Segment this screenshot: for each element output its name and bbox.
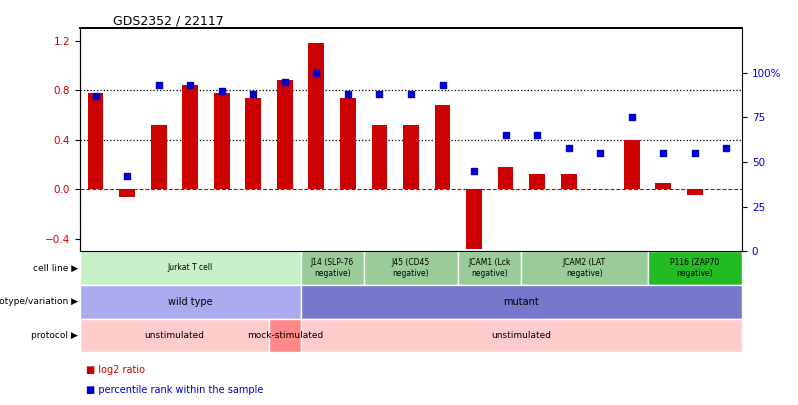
Text: mock-stimulated: mock-stimulated — [247, 331, 323, 340]
Bar — [88, 93, 104, 189]
Bar — [529, 175, 545, 189]
Point — [594, 150, 606, 156]
Bar — [301, 285, 742, 319]
Point — [279, 79, 291, 85]
Text: ■ percentile rank within the sample: ■ percentile rank within the sample — [86, 385, 264, 395]
Bar — [687, 189, 703, 196]
Text: protocol ▶: protocol ▶ — [31, 331, 78, 340]
Text: wild type: wild type — [168, 297, 212, 307]
Point — [500, 132, 512, 139]
Bar — [655, 183, 671, 189]
Bar — [80, 285, 301, 319]
Point — [563, 145, 575, 151]
Point — [184, 82, 196, 89]
Point — [437, 82, 449, 89]
Bar — [80, 319, 269, 352]
Bar — [309, 43, 324, 189]
Point — [310, 70, 322, 76]
Bar — [466, 189, 482, 249]
Bar — [372, 125, 387, 189]
Text: GDS2352 / 22117: GDS2352 / 22117 — [113, 14, 223, 27]
Bar — [80, 251, 301, 285]
Bar — [458, 251, 521, 285]
Point — [89, 93, 102, 99]
Text: J45 (CD45
negative): J45 (CD45 negative) — [392, 258, 430, 278]
Bar — [301, 251, 364, 285]
Text: ■ log2 ratio: ■ log2 ratio — [86, 365, 145, 375]
Text: Jurkat T cell: Jurkat T cell — [168, 264, 213, 273]
Bar — [403, 125, 419, 189]
Text: JCAM1 (Lck
negative): JCAM1 (Lck negative) — [468, 258, 511, 278]
Bar — [435, 105, 450, 189]
Bar — [246, 98, 261, 189]
Bar — [364, 251, 458, 285]
Point — [152, 82, 165, 89]
Bar — [277, 80, 293, 189]
Bar — [561, 175, 576, 189]
Text: unstimulated: unstimulated — [144, 331, 204, 340]
Bar — [647, 251, 742, 285]
Bar — [301, 319, 742, 352]
Bar — [521, 251, 647, 285]
Text: P116 (ZAP70
negative): P116 (ZAP70 negative) — [670, 258, 720, 278]
Bar — [151, 125, 167, 189]
Point — [468, 168, 480, 174]
Text: unstimulated: unstimulated — [492, 331, 551, 340]
Bar — [119, 189, 135, 197]
Bar — [498, 167, 513, 189]
Point — [657, 150, 670, 156]
Point — [405, 91, 417, 98]
Point — [247, 91, 259, 98]
Bar — [624, 140, 640, 189]
Point — [120, 173, 133, 179]
Point — [373, 91, 385, 98]
Bar — [214, 93, 230, 189]
Text: JCAM2 (LAT
negative): JCAM2 (LAT negative) — [563, 258, 606, 278]
Bar — [269, 319, 301, 352]
Text: mutant: mutant — [504, 297, 539, 307]
Point — [215, 87, 228, 94]
Text: cell line ▶: cell line ▶ — [33, 264, 78, 273]
Text: J14 (SLP-76
negative): J14 (SLP-76 negative) — [310, 258, 354, 278]
Point — [689, 150, 701, 156]
Point — [626, 114, 638, 121]
Text: genotype/variation ▶: genotype/variation ▶ — [0, 297, 78, 306]
Point — [720, 145, 733, 151]
Bar — [340, 98, 356, 189]
Bar — [182, 85, 198, 189]
Point — [531, 132, 543, 139]
Point — [342, 91, 354, 98]
